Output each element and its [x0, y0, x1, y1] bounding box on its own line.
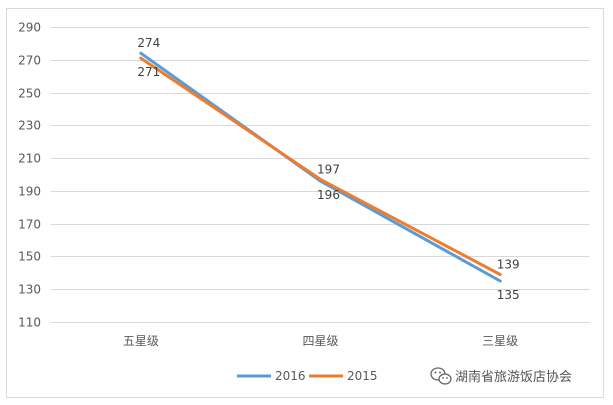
y-axis-ticks: 110 130 150 170 190 210 230 250 270 290	[18, 21, 41, 330]
y-tick-label: 170	[18, 218, 41, 232]
legend: 2016 2015	[237, 369, 378, 383]
watermark-text: 湖南省旅游饭店协会	[455, 369, 572, 385]
gridlines	[51, 27, 590, 323]
y-tick-label: 190	[18, 185, 41, 199]
series	[139, 51, 502, 283]
data-label: 135	[497, 288, 520, 302]
x-axis-categories: 五星级 四星级 三星级	[123, 334, 518, 348]
y-tick-label: 210	[18, 152, 41, 166]
series-line-2015	[139, 56, 502, 276]
watermark: 湖南省旅游饭店协会	[430, 367, 572, 385]
data-label: 196	[317, 188, 340, 202]
data-label: 139	[497, 257, 520, 271]
y-tick-label: 250	[18, 87, 41, 101]
wechat-icon	[430, 367, 452, 385]
y-tick-label: 270	[18, 54, 41, 68]
legend-label: 2016	[275, 369, 306, 383]
y-tick-label: 110	[18, 316, 41, 330]
data-label: 274	[137, 36, 160, 50]
x-category-label: 四星级	[302, 334, 338, 348]
x-category-label: 五星级	[123, 334, 159, 348]
legend-label: 2015	[347, 369, 378, 383]
chart-frame	[6, 8, 604, 398]
series-line-2016	[139, 51, 502, 283]
y-tick-label: 150	[18, 250, 41, 264]
y-tick-label: 290	[18, 21, 41, 35]
y-tick-label: 130	[18, 283, 41, 297]
y-tick-label: 230	[18, 119, 41, 133]
data-label: 197	[317, 162, 340, 176]
data-labels: 274 271 196 197 135 139	[137, 36, 519, 302]
data-label: 271	[137, 65, 160, 79]
x-category-label: 三星级	[482, 334, 518, 348]
